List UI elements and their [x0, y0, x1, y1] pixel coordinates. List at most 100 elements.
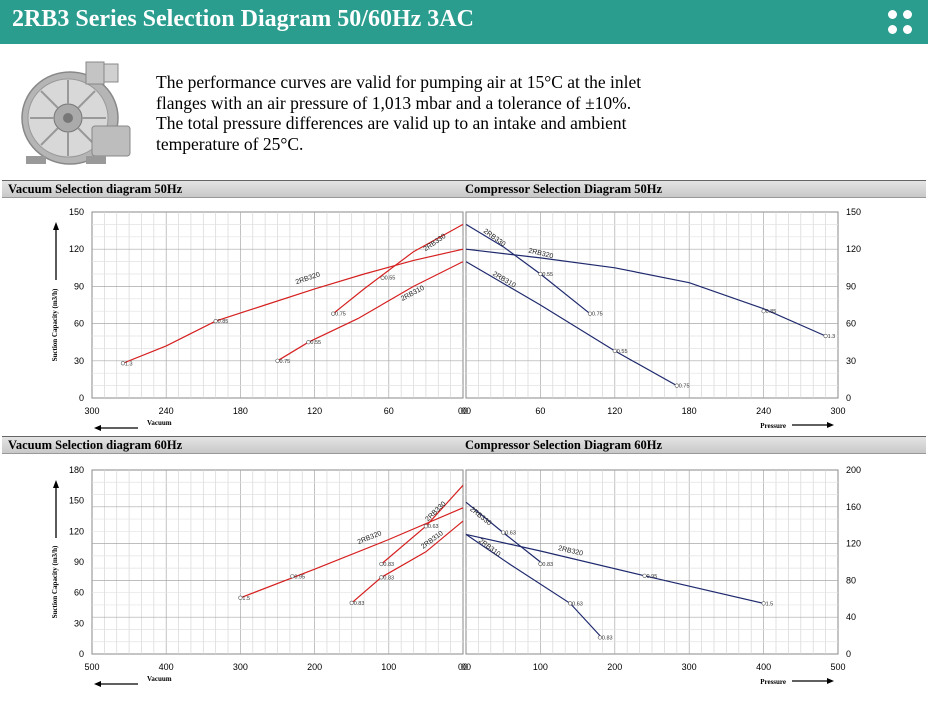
comp60-pressure-arrowhead	[827, 678, 834, 684]
vac50-y-tick-label: 90	[74, 281, 84, 291]
vac50-vacuum-arrowhead	[94, 425, 101, 431]
comp60-marker	[597, 635, 603, 640]
comp50-x-tick-label: 120	[607, 406, 622, 416]
comp50-series-2RB330	[465, 223, 591, 315]
vac60-y-tick-label: 60	[74, 588, 84, 598]
comp60-y-tick-label: 200	[846, 465, 861, 475]
comp60-series-2RB320	[465, 533, 764, 604]
vac60-y-axis-label: Suction Capacity (m3/h)	[51, 545, 59, 618]
vac50-marker	[275, 358, 280, 363]
comp60-title: Compressor Selection Diagram 60Hz	[465, 438, 663, 452]
panel-bar-60hz: Vacuum Selection diagram 60Hz Compressor…	[2, 436, 926, 454]
comp50-data-label: 0.75	[592, 312, 603, 318]
comp50-data-label: 0.55	[617, 349, 628, 355]
vac50-marker	[120, 361, 126, 366]
vac60-series-2RB320	[240, 507, 464, 599]
vac50-y-tick-label: 150	[69, 207, 84, 217]
vac60-marker	[379, 575, 384, 580]
comp50-marker	[538, 271, 543, 277]
intro-text: The performance curves are valid for pum…	[156, 72, 642, 154]
vac60-y-tick-label: 0	[79, 649, 84, 659]
comp50-data-label: 0.75	[679, 384, 690, 390]
vac60-title: Vacuum Selection diagram 60Hz	[8, 438, 183, 452]
comp50-marker	[761, 309, 766, 314]
comp60-data-label: 0.83	[602, 635, 613, 641]
comp60-marker	[568, 601, 573, 606]
comp60-x-tick-label: 500	[830, 662, 845, 672]
comp60-marker	[761, 601, 766, 606]
vac50-data-label: 0.75	[335, 312, 346, 318]
vac50-x-tick-label: 00	[458, 406, 468, 416]
vac60-x-tick-label: 200	[307, 662, 322, 672]
comp50-series-2RB310	[465, 261, 678, 387]
comp60-x-axis-label: Pressure	[760, 678, 786, 686]
comp60-data-label: 0.83	[542, 562, 553, 568]
vac60-data-label: 0.83	[383, 562, 394, 568]
vac50-data-label: 0.75	[280, 359, 291, 365]
comp50-x-axis-label: Pressure	[760, 422, 786, 430]
comp50-marker	[823, 333, 828, 339]
vac50-marker	[213, 319, 218, 324]
comp50-marker	[587, 311, 593, 316]
vac50-x-tick-label: 300	[84, 406, 99, 416]
comp50-x-tick-label: 300	[830, 406, 845, 416]
comp50-y-tick-label: 60	[846, 319, 856, 329]
vac50-marker	[306, 340, 311, 345]
vac50-series-2RB310	[277, 261, 464, 362]
comp60-data-label: 0.95	[647, 574, 658, 580]
vac60-x-tick-label: 400	[159, 662, 174, 672]
vac60-capacity-arrowhead	[53, 480, 59, 488]
vac60-x-axis-label: Vacuum	[147, 675, 172, 683]
vac60-y-tick-label: 30	[74, 618, 84, 628]
vac60-vacuum-arrowhead	[94, 681, 101, 687]
comp60-y-tick-label: 40	[846, 612, 856, 622]
comp50-data-label: 1.3	[828, 334, 836, 340]
comp60-x-tick-label: 300	[682, 662, 697, 672]
vac50-data-label: 0.55	[385, 276, 396, 282]
vac60-marker	[238, 595, 243, 600]
vac60-x-tick-label: 500	[84, 662, 99, 672]
vac60-x-tick-label: 300	[233, 662, 248, 672]
vac60-data-label: 0.63	[428, 524, 439, 530]
vac50-y-tick-label: 60	[74, 319, 84, 329]
vac50-marker	[380, 275, 385, 280]
vac60-marker	[423, 524, 429, 529]
comp60-y-tick-label: 120	[846, 539, 861, 549]
comp60-x-tick-label: 400	[756, 662, 771, 672]
vac50-title: Vacuum Selection diagram 50Hz	[8, 182, 183, 196]
vac50-marker	[331, 311, 336, 316]
vac50-data-label: 1.3	[125, 361, 133, 367]
vac50-series-2RB320	[122, 248, 464, 364]
comp60-y-tick-label: 160	[846, 502, 861, 512]
vac60-y-tick-label: 150	[69, 496, 84, 506]
comp60-marker	[501, 530, 506, 535]
vac60-x-tick-label: 00	[458, 662, 468, 672]
vac50-y-tick-label: 120	[69, 244, 84, 254]
comp60-series-2RB310	[465, 533, 601, 637]
comp50-y-tick-label: 30	[846, 356, 856, 366]
comp50-y-tick-label: 0	[846, 393, 851, 403]
comp50-y-tick-label: 120	[846, 244, 861, 254]
vac50-data-label: 0.55	[310, 340, 321, 346]
comp50-marker	[674, 383, 679, 388]
vac50-x-tick-label: 240	[159, 406, 174, 416]
comp60-x-tick-label: 200	[607, 662, 622, 672]
comp60-data-label: 0.63	[572, 601, 583, 607]
vac60-data-label: 1.5	[242, 596, 250, 602]
vac50-y-axis-label: Suction Capacity (m3/h)	[51, 288, 59, 361]
comp50-pressure-arrowhead	[827, 422, 834, 428]
comp50-x-tick-label: 180	[682, 406, 697, 416]
menu-dots-icon[interactable]	[888, 10, 914, 36]
vac60-marker	[349, 600, 354, 605]
comp50-title: Compressor Selection Diagram 50Hz	[465, 182, 663, 196]
vac50-series-2RB330	[332, 223, 464, 315]
vac50-y-tick-label: 0	[79, 393, 84, 403]
vac60-series-2RB310	[351, 520, 464, 604]
vac60-data-label: 0.95	[294, 574, 305, 580]
vac50-x-tick-label: 180	[233, 406, 248, 416]
header-bar: 2RB3 Series Selection Diagram 50/60Hz 3A…	[0, 0, 928, 44]
comp50-marker	[612, 348, 617, 353]
comp50-data-label: 0.55	[542, 272, 553, 278]
comp60-y-tick-label: 0	[846, 649, 851, 659]
vac60-y-tick-label: 90	[74, 557, 84, 567]
